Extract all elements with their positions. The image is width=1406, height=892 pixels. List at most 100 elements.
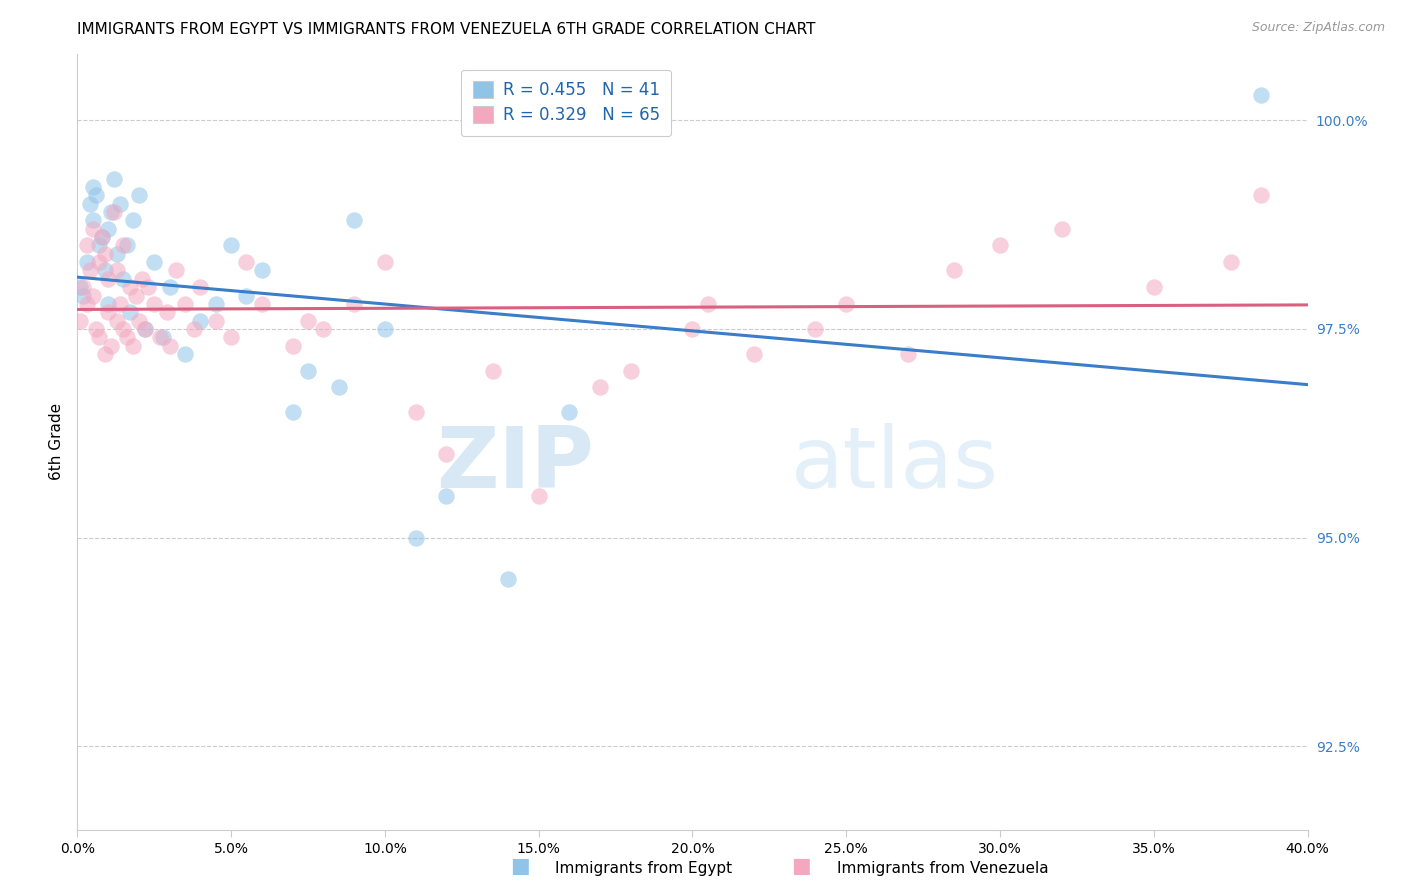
Point	[76, 297, 98, 311]
Point	[374, 322, 396, 336]
Point	[1050, 221, 1073, 235]
Point	[118, 280, 141, 294]
Point	[174, 297, 197, 311]
Point	[136, 280, 159, 294]
Point	[682, 322, 704, 336]
Point	[69, 313, 91, 327]
Point	[436, 489, 458, 503]
Text: ZIP: ZIP	[436, 424, 595, 507]
Point	[804, 322, 827, 336]
Point	[942, 263, 965, 277]
Point	[188, 313, 212, 327]
Point	[250, 263, 273, 277]
Point	[143, 255, 166, 269]
Point	[112, 238, 135, 252]
Point	[1250, 188, 1272, 202]
Point	[219, 330, 242, 344]
Point	[79, 196, 101, 211]
Point	[281, 405, 304, 419]
Point	[118, 305, 141, 319]
Text: atlas: atlas	[792, 424, 998, 507]
Point	[72, 280, 94, 294]
Point	[97, 297, 120, 311]
Point	[82, 221, 104, 235]
Point	[174, 347, 197, 361]
Point	[496, 572, 519, 586]
Point	[405, 405, 427, 419]
Point	[328, 380, 350, 394]
Point	[97, 221, 120, 235]
Text: Immigrants from Venezuela: Immigrants from Venezuela	[837, 861, 1049, 876]
Point	[165, 263, 187, 277]
Point	[188, 280, 212, 294]
Point	[235, 288, 257, 302]
Point	[620, 363, 643, 377]
Point	[1250, 88, 1272, 103]
Point	[250, 297, 273, 311]
Point	[155, 305, 177, 319]
Point	[105, 313, 128, 327]
Point	[343, 213, 366, 227]
Point	[1219, 255, 1241, 269]
Point	[84, 188, 107, 202]
Point	[87, 255, 110, 269]
Point	[115, 330, 138, 344]
Point	[558, 405, 581, 419]
Point	[204, 313, 226, 327]
Point	[121, 213, 143, 227]
Point	[405, 531, 427, 545]
Point	[90, 230, 114, 244]
Text: ■: ■	[792, 856, 811, 876]
Point	[183, 322, 205, 336]
Point	[835, 297, 858, 311]
Point	[97, 272, 120, 286]
Point	[121, 338, 143, 352]
Point	[94, 263, 117, 277]
Point	[82, 180, 104, 194]
Point	[143, 297, 166, 311]
Point	[696, 297, 718, 311]
Point	[103, 171, 125, 186]
Point	[87, 238, 110, 252]
Point	[149, 330, 172, 344]
Point	[90, 230, 114, 244]
Point	[105, 263, 128, 277]
Text: IMMIGRANTS FROM EGYPT VS IMMIGRANTS FROM VENEZUELA 6TH GRADE CORRELATION CHART: IMMIGRANTS FROM EGYPT VS IMMIGRANTS FROM…	[77, 22, 815, 37]
Point	[79, 263, 101, 277]
Point	[897, 347, 920, 361]
Point	[343, 297, 366, 311]
Point	[152, 330, 174, 344]
Point	[281, 338, 304, 352]
Point	[76, 255, 98, 269]
Point	[87, 330, 110, 344]
Point	[159, 338, 181, 352]
Point	[72, 288, 94, 302]
Point	[76, 238, 98, 252]
Text: Immigrants from Egypt: Immigrants from Egypt	[555, 861, 733, 876]
Point	[1143, 280, 1166, 294]
Point	[110, 196, 132, 211]
Y-axis label: 6th Grade: 6th Grade	[49, 403, 65, 480]
Text: Source: ZipAtlas.com: Source: ZipAtlas.com	[1251, 21, 1385, 34]
Point	[159, 280, 181, 294]
Point	[105, 247, 128, 261]
Point	[128, 313, 150, 327]
Point	[219, 238, 242, 252]
Point	[297, 363, 319, 377]
Point	[125, 288, 148, 302]
Point	[110, 297, 132, 311]
Point	[84, 322, 107, 336]
Point	[988, 238, 1011, 252]
Point	[374, 255, 396, 269]
Point	[134, 322, 156, 336]
Point	[589, 380, 612, 394]
Point	[69, 280, 91, 294]
Point	[481, 363, 503, 377]
Point	[112, 322, 135, 336]
Point	[100, 205, 122, 219]
Point	[297, 313, 319, 327]
Point	[97, 305, 120, 319]
Point	[742, 347, 765, 361]
Point	[128, 188, 150, 202]
Point	[204, 297, 226, 311]
